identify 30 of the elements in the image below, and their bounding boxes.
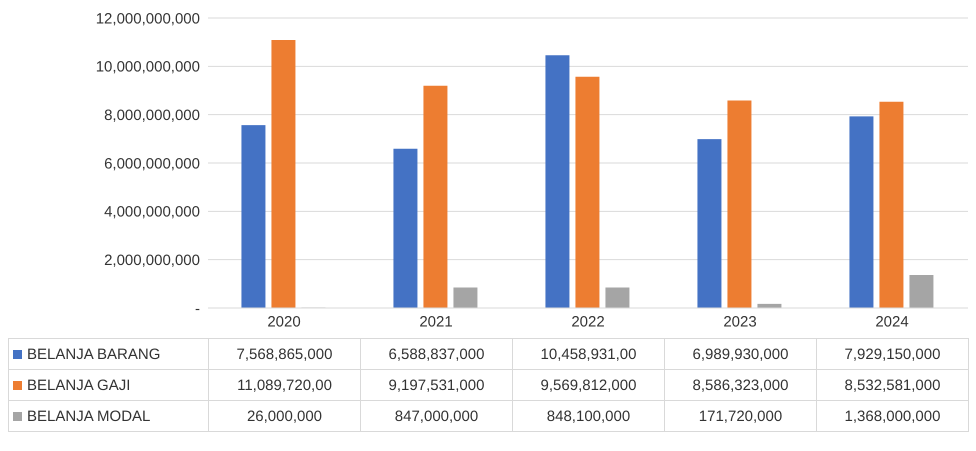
data-label: 171,720,000 (664, 400, 816, 432)
y-tick-label: 12,000,000,000 (96, 10, 200, 28)
data-label: 8,586,323,000 (664, 370, 816, 400)
legend-label: BELANJA MODAL (8, 400, 208, 432)
x-tick-label: 2021 (419, 314, 453, 331)
x-tick-label: 2022 (571, 314, 605, 331)
data-label: 847,000,000 (360, 400, 512, 432)
y-tick-label: 10,000,000,000 (96, 58, 200, 76)
data-label: 11,089,720,00 (208, 370, 360, 400)
y-tick-label: 8,000,000,000 (104, 106, 200, 124)
data-label: 1,368,000,000 (816, 400, 968, 432)
data-label: 7,568,865,000 (208, 338, 360, 370)
y-tick-label: 4,000,000,000 (104, 204, 200, 221)
y-tick-label: 2,000,000,000 (104, 252, 200, 269)
data-label: 9,569,812,000 (512, 370, 664, 400)
data-label: 7,929,150,000 (816, 338, 968, 370)
legend-label: BELANJA GAJI (8, 370, 208, 400)
data-label: 10,458,931,00 (512, 338, 664, 370)
data-label: 848,100,000 (512, 400, 664, 432)
data-label: 26,000,000 (208, 400, 360, 432)
x-tick-label: 2023 (723, 314, 757, 331)
y-tick-label: - (195, 300, 200, 318)
x-tick-label: 2024 (875, 314, 909, 331)
y-tick-label: 6,000,000,000 (104, 155, 200, 172)
data-label: 9,197,531,000 (360, 370, 512, 400)
legend-label: BELANJA BARANG (8, 338, 208, 370)
data-label: 6,588,837,000 (360, 338, 512, 370)
x-tick-label: 2020 (267, 314, 301, 331)
data-label: 6,989,930,000 (664, 338, 816, 370)
data-label: 8,532,581,000 (816, 370, 968, 400)
